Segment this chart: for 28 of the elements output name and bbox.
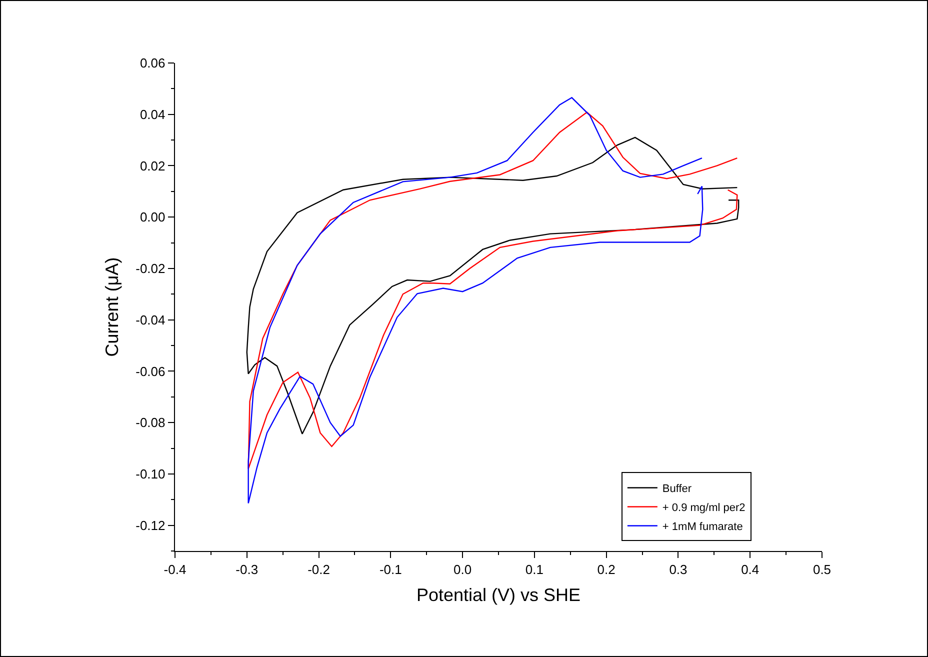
legend-label: + 1mM fumarate xyxy=(662,521,743,534)
y-tick-label: -0.10 xyxy=(136,466,166,482)
y-tick-label: 0.04 xyxy=(140,106,166,122)
x-tick-label: 0.4 xyxy=(741,562,760,577)
y-tick-label: 0.02 xyxy=(140,158,166,174)
y-tick-label: -0.06 xyxy=(136,364,166,379)
line-series xyxy=(246,136,740,434)
line-series xyxy=(248,112,738,470)
x-tick-label: 0.3 xyxy=(669,562,688,577)
line-series xyxy=(248,97,704,504)
y-tick-label: 0.06 xyxy=(140,56,166,71)
legend-label: Buffer xyxy=(662,483,692,496)
y-tick-label: -0.12 xyxy=(136,518,166,533)
x-tick-label: -0.1 xyxy=(379,562,402,577)
legend-label: + 0.9 mg/ml per2 xyxy=(662,502,746,514)
y-tick-label: 0.00 xyxy=(140,210,166,225)
x-tick-label: 0.2 xyxy=(597,562,616,577)
x-tick-label: 0.5 xyxy=(812,562,832,577)
x-tick-label: -0.2 xyxy=(308,562,330,577)
x-tick-label: -0.4 xyxy=(164,562,186,577)
y-axis-title: Current (μA) xyxy=(102,257,122,357)
x-tick-label: 0.0 xyxy=(454,562,472,577)
y-tick-label: -0.02 xyxy=(136,261,166,276)
x-axis-title: Potential (V) vs SHE xyxy=(416,584,581,605)
y-tick-label: -0.04 xyxy=(136,312,166,328)
x-tick-label: -0.3 xyxy=(236,562,258,577)
x-tick-label: 0.1 xyxy=(525,562,544,577)
y-tick-label: -0.08 xyxy=(136,415,166,430)
